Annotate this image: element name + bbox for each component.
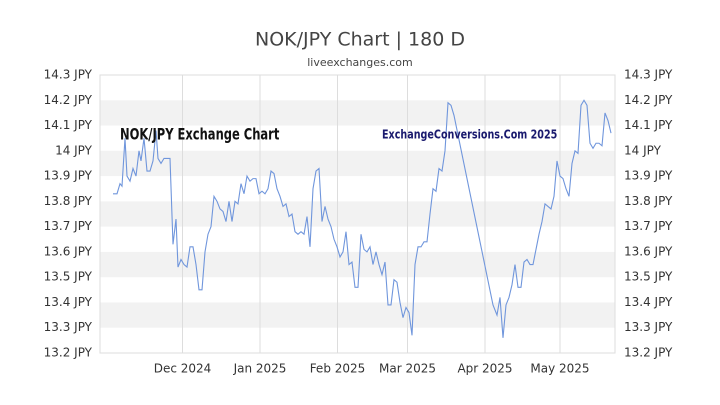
y2-tick-label: 14.3 JPY <box>624 68 673 82</box>
chart-subtitle: liveexchanges.com <box>307 56 412 69</box>
y-tick-label: 13.8 JPY <box>44 194 93 208</box>
grid-band <box>100 150 615 177</box>
y-tick-label: 13.9 JPY <box>44 169 93 183</box>
y2-tick-label: 14.1 JPY <box>624 118 673 132</box>
y-tick-label: 13.5 JPY <box>44 270 93 284</box>
y2-tick-label: 13.9 JPY <box>624 169 673 183</box>
y-tick-label: 14.2 JPY <box>44 93 93 107</box>
y-tick-label: 14.1 JPY <box>44 118 93 132</box>
x-tick-label: Mar 2025 <box>379 362 436 376</box>
y-tick-label: 13.2 JPY <box>44 346 93 360</box>
y2-tick-label: 13.7 JPY <box>624 219 673 233</box>
y-tick-label: 13.6 JPY <box>44 244 93 258</box>
y2-tick-label: 14 JPY <box>624 143 662 157</box>
y2-tick-label: 13.2 JPY <box>624 346 673 360</box>
y2-tick-label: 13.5 JPY <box>624 270 673 284</box>
y2-tick-label: 13.4 JPY <box>624 295 673 309</box>
x-tick-label: May 2025 <box>530 362 589 376</box>
y2-tick-label: 14.2 JPY <box>624 93 673 107</box>
y-tick-label: 14 JPY <box>55 143 93 157</box>
price-line <box>113 99 612 338</box>
y2-tick-label: 13.3 JPY <box>624 320 673 334</box>
x-tick-label: Feb 2025 <box>310 362 366 376</box>
grid-band <box>100 100 615 126</box>
x-tick-label: Dec 2024 <box>154 362 212 376</box>
plot-frame <box>99 74 616 354</box>
grid-band <box>100 251 615 278</box>
annotation: ExchangeConversions.Com 2025 <box>382 127 557 141</box>
y-tick-label: 13.4 JPY <box>44 295 93 309</box>
y2-tick-label: 13.6 JPY <box>624 244 673 258</box>
y-tick-label: 13.3 JPY <box>44 320 93 334</box>
grid-band <box>100 201 615 227</box>
grid-band <box>100 302 615 328</box>
y-tick-label: 13.7 JPY <box>44 219 93 233</box>
y2-tick-label: 13.8 JPY <box>624 194 673 208</box>
x-tick-label: Apr 2025 <box>457 362 512 376</box>
chart-title: NOK/JPY Chart | 180 D <box>255 29 465 51</box>
x-tick-label: Jan 2025 <box>233 362 287 376</box>
y-tick-label: 14.3 JPY <box>44 68 93 82</box>
annotation: NOK/JPY Exchange Chart <box>120 126 279 144</box>
